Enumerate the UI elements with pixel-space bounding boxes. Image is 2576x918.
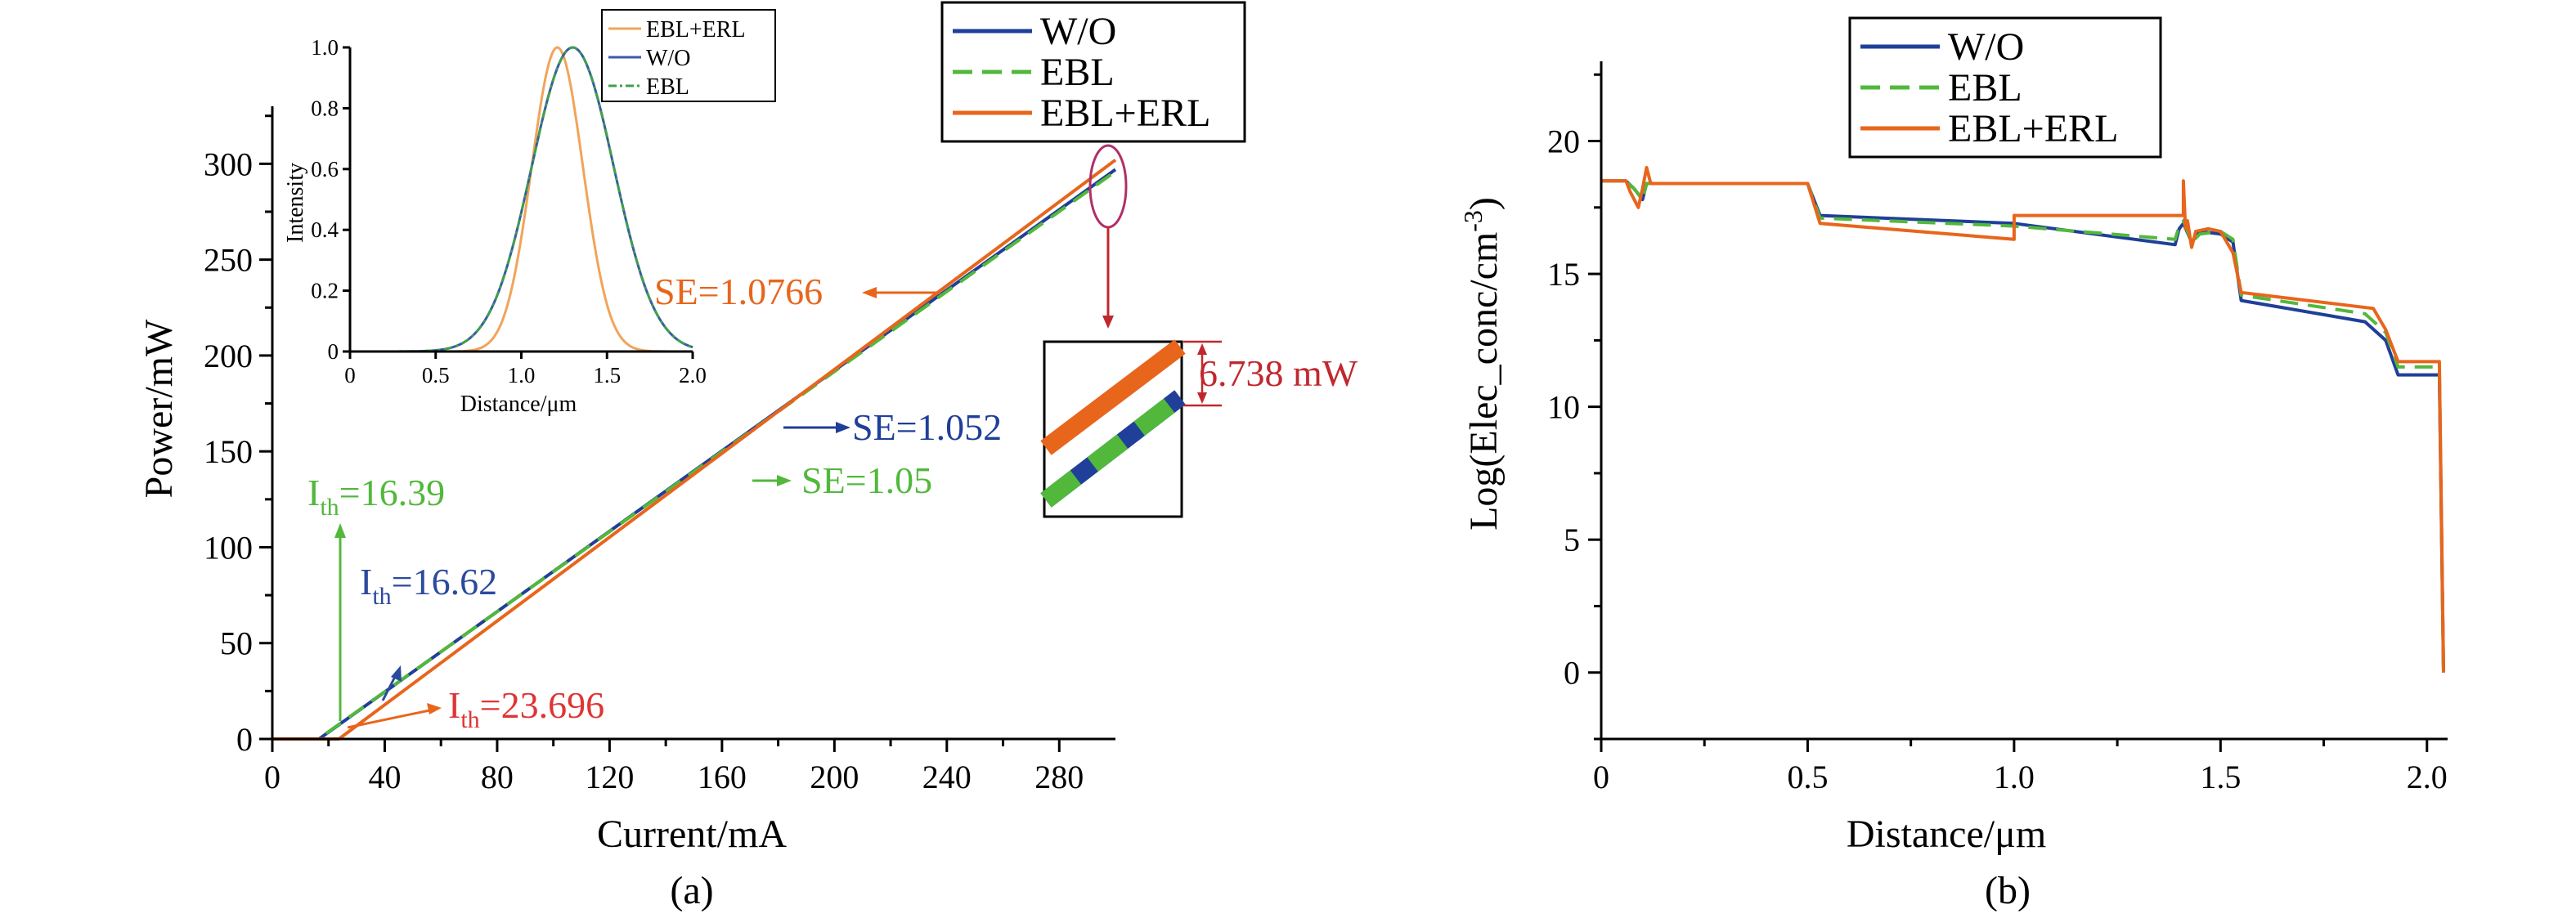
ith-wo-label: Ith=16.62 xyxy=(360,561,497,610)
b-series-line-w-o xyxy=(1601,179,2445,673)
magnify-erl-line xyxy=(1040,339,1186,455)
b-series-lines xyxy=(1601,166,2445,673)
a-x-tick-label: 40 xyxy=(368,759,401,795)
inset-legend: EBL+ERL W/O EBL xyxy=(601,9,776,102)
b-x-tick-label: 2.0 xyxy=(2407,759,2448,795)
a-series-line-ebl-erl xyxy=(272,159,1117,741)
ith-erl-label: Ith=23.696 xyxy=(448,684,604,733)
inset-y-tick-label: 0.8 xyxy=(311,96,339,120)
inset-y-tick-label: 1.0 xyxy=(311,35,339,60)
magnify-ebl-line xyxy=(1040,390,1186,508)
panel-a-chart: 0 40 80 120 160 200 240 280 0 50 100 150 200 250 300 C… xyxy=(137,1,1358,912)
b-x-tick-label: 0.5 xyxy=(1787,759,1828,795)
inset-y-axis-title: Intensity xyxy=(283,163,308,243)
b-x-axis-title: Distance/μm xyxy=(1847,813,2046,856)
a-legend-label-ebl-erl: EBL+ERL xyxy=(1040,92,1210,135)
a-x-tick-label: 80 xyxy=(481,759,514,795)
b-series-line-ebl-erl xyxy=(1601,166,2445,673)
inset-y-tick-label: 0.2 xyxy=(311,279,339,303)
a-x-tick-label: 280 xyxy=(1034,759,1084,795)
a-inset-chart: 0 0.5 1.0 1.5 2.0 0 0.2 0.4 0.6 0.8 1.0 Distance/μ… xyxy=(283,9,776,417)
a-ticks: 0 40 80 120 160 200 240 280 0 50 100 150 200 250 300 xyxy=(204,114,1084,795)
inset-y-tick-label: 0.4 xyxy=(311,217,339,242)
inset-legend-label-wo: W/O xyxy=(646,46,690,71)
b-y-tick-label: 20 xyxy=(1547,123,1580,160)
inset-x-tick-label: 1.5 xyxy=(593,363,621,387)
b-legend-label-ebl-erl: EBL+ERL xyxy=(1948,107,2118,150)
b-y-tick-label: 0 xyxy=(1564,655,1580,692)
a-y-axis-title: Power/mW xyxy=(137,319,181,498)
a-x-tick-label: 200 xyxy=(810,759,859,795)
b-y-tick-label: 15 xyxy=(1547,256,1580,293)
a-x-axis-title: Current/mA xyxy=(597,813,787,856)
b-ticks: 0 0.5 1.0 1.5 2.0 0 5 10 15 20 xyxy=(1547,73,2448,795)
inset-y-tick-label: 0.6 xyxy=(311,157,339,181)
se-wo-label: SE=1.052 xyxy=(852,406,1002,448)
ith-erl-annotation: Ith=23.696 xyxy=(347,684,604,733)
a-x-tick-label: 0 xyxy=(264,759,280,795)
a-caption: (a) xyxy=(670,869,713,912)
a-y-tick-label: 50 xyxy=(220,625,253,662)
inset-ticks: 0 0.5 1.0 1.5 2.0 0 0.2 0.4 0.6 0.8 1.0 xyxy=(311,35,707,387)
a-x-tick-label: 120 xyxy=(585,759,634,795)
b-caption: (b) xyxy=(1985,869,2031,912)
a-y-tick-label: 100 xyxy=(204,529,253,566)
inset-x-tick-label: 0 xyxy=(344,363,356,387)
inset-x-tick-label: 2.0 xyxy=(679,363,707,387)
magnify-ring xyxy=(1088,144,1128,229)
a-x-tick-label: 160 xyxy=(698,759,747,795)
b-y-tick-label: 5 xyxy=(1564,522,1580,558)
b-x-tick-label: 0 xyxy=(1593,759,1609,795)
a-y-tick-label: 250 xyxy=(204,242,253,279)
inset-y-tick-label: 0 xyxy=(328,339,339,364)
ith-wo-annotation: Ith=16.62 xyxy=(360,561,497,701)
b-legend: W/O EBL EBL+ERL xyxy=(1848,16,2162,159)
delta-power-label: 6.738 mW xyxy=(1199,352,1358,394)
se-ebl-annotation: SE=1.05 xyxy=(752,459,932,501)
a-y-tick-label: 200 xyxy=(204,338,253,374)
inset-x-axis-title: Distance/μm xyxy=(460,392,577,417)
b-legend-label-wo: W/O xyxy=(1948,25,2024,69)
inset-x-tick-label: 0.5 xyxy=(422,363,450,387)
inset-x-tick-label: 1.0 xyxy=(508,363,536,387)
b-series-line-ebl xyxy=(1601,179,2445,673)
ith-ebl-label: Ith=16.39 xyxy=(307,472,445,521)
se-ebl-label: SE=1.05 xyxy=(801,459,932,501)
inset-legend-label-ebl-erl: EBL+ERL xyxy=(646,17,746,43)
ith-ebl-annotation: Ith=16.39 xyxy=(307,472,445,721)
magnify-callout: 6.738 mW xyxy=(1040,144,1358,518)
a-y-tick-label: 150 xyxy=(204,433,253,470)
b-y-tick-label: 10 xyxy=(1547,389,1580,426)
b-y-axis-title: Log(Elec_conc/cm-3) xyxy=(1458,197,1506,531)
a-y-tick-label: 300 xyxy=(204,146,253,182)
panel-b-chart: 0 0.5 1.0 1.5 2.0 0 5 10 15 20 Distance/μm Log(El… xyxy=(1458,16,2448,912)
a-legend-label-ebl: EBL xyxy=(1040,51,1115,94)
se-wo-annotation: SE=1.052 xyxy=(783,406,1002,448)
a-series-lines xyxy=(272,159,1117,741)
inset-legend-label-ebl: EBL xyxy=(646,74,689,100)
b-legend-label-ebl: EBL xyxy=(1948,66,2022,110)
b-x-tick-label: 1.0 xyxy=(1994,759,2035,795)
a-x-tick-label: 240 xyxy=(922,759,972,795)
a-legend: W/O EBL EBL+ERL xyxy=(940,1,1246,143)
a-y-tick-label: 0 xyxy=(236,721,253,758)
se-erl-annotation: SE=1.0766 xyxy=(654,271,940,312)
b-x-tick-label: 1.5 xyxy=(2200,759,2241,795)
a-series-line-ebl xyxy=(272,170,1117,741)
se-erl-label: SE=1.0766 xyxy=(654,271,823,312)
b-axes xyxy=(1600,61,2448,741)
a-legend-label-wo: W/O xyxy=(1040,10,1116,53)
